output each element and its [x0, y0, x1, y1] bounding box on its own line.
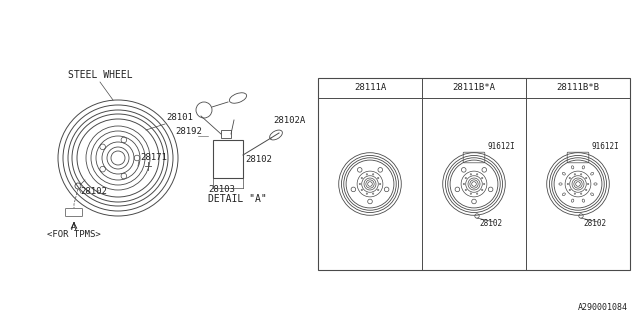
Text: A290001084: A290001084 [578, 303, 628, 312]
Text: 28102: 28102 [245, 155, 272, 164]
Text: 28192: 28192 [175, 127, 202, 136]
Text: 28111B*B: 28111B*B [557, 84, 600, 92]
Bar [213, 140, 243, 178]
Text: A: A [71, 223, 77, 232]
Text: 91612I: 91612I [488, 142, 516, 151]
Text: <FOR TPMS>: <FOR TPMS> [47, 230, 101, 239]
Text: 91612I: 91612I [592, 142, 620, 151]
Text: 28102: 28102 [80, 187, 107, 196]
Text: 28101: 28101 [166, 113, 193, 122]
Text: 28111A: 28111A [354, 84, 386, 92]
Bar [221, 130, 231, 138]
Text: 28111B*A: 28111B*A [452, 84, 495, 92]
Text: 28102: 28102 [583, 219, 606, 228]
Text: 28171: 28171 [140, 153, 167, 162]
Bar [318, 78, 630, 270]
Text: 28102: 28102 [479, 219, 502, 228]
Text: 28102A: 28102A [273, 116, 305, 125]
Text: DETAIL "A": DETAIL "A" [208, 194, 267, 204]
Text: STEEL WHEEL: STEEL WHEEL [68, 70, 132, 80]
Text: 28103: 28103 [208, 185, 235, 194]
